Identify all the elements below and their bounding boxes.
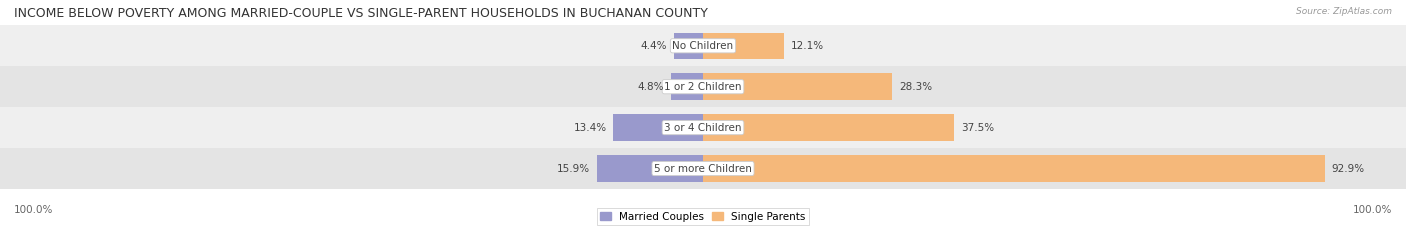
Text: 13.4%: 13.4%	[574, 123, 606, 133]
Text: 3 or 4 Children: 3 or 4 Children	[664, 123, 742, 133]
Bar	[703, 114, 955, 141]
Text: 15.9%: 15.9%	[557, 164, 591, 174]
Bar	[596, 155, 703, 182]
Text: No Children: No Children	[672, 41, 734, 51]
Text: 1 or 2 Children: 1 or 2 Children	[664, 82, 742, 92]
Bar	[673, 33, 703, 59]
Bar	[703, 155, 1324, 182]
Legend: Married Couples, Single Parents: Married Couples, Single Parents	[596, 208, 810, 226]
Text: 5 or more Children: 5 or more Children	[654, 164, 752, 174]
Text: 92.9%: 92.9%	[1331, 164, 1365, 174]
Text: 4.8%: 4.8%	[638, 82, 664, 92]
Text: 28.3%: 28.3%	[900, 82, 932, 92]
Bar	[703, 73, 893, 100]
Text: 100.0%: 100.0%	[1353, 205, 1392, 215]
Bar	[0, 25, 1406, 66]
Bar	[0, 107, 1406, 148]
Text: 12.1%: 12.1%	[790, 41, 824, 51]
Text: 37.5%: 37.5%	[960, 123, 994, 133]
Text: INCOME BELOW POVERTY AMONG MARRIED-COUPLE VS SINGLE-PARENT HOUSEHOLDS IN BUCHANA: INCOME BELOW POVERTY AMONG MARRIED-COUPL…	[14, 7, 709, 20]
Bar	[703, 33, 785, 59]
Bar	[0, 66, 1406, 107]
Text: Source: ZipAtlas.com: Source: ZipAtlas.com	[1296, 7, 1392, 16]
Bar	[671, 73, 703, 100]
Text: 4.4%: 4.4%	[640, 41, 666, 51]
Text: 100.0%: 100.0%	[14, 205, 53, 215]
Bar	[613, 114, 703, 141]
Bar	[0, 148, 1406, 189]
